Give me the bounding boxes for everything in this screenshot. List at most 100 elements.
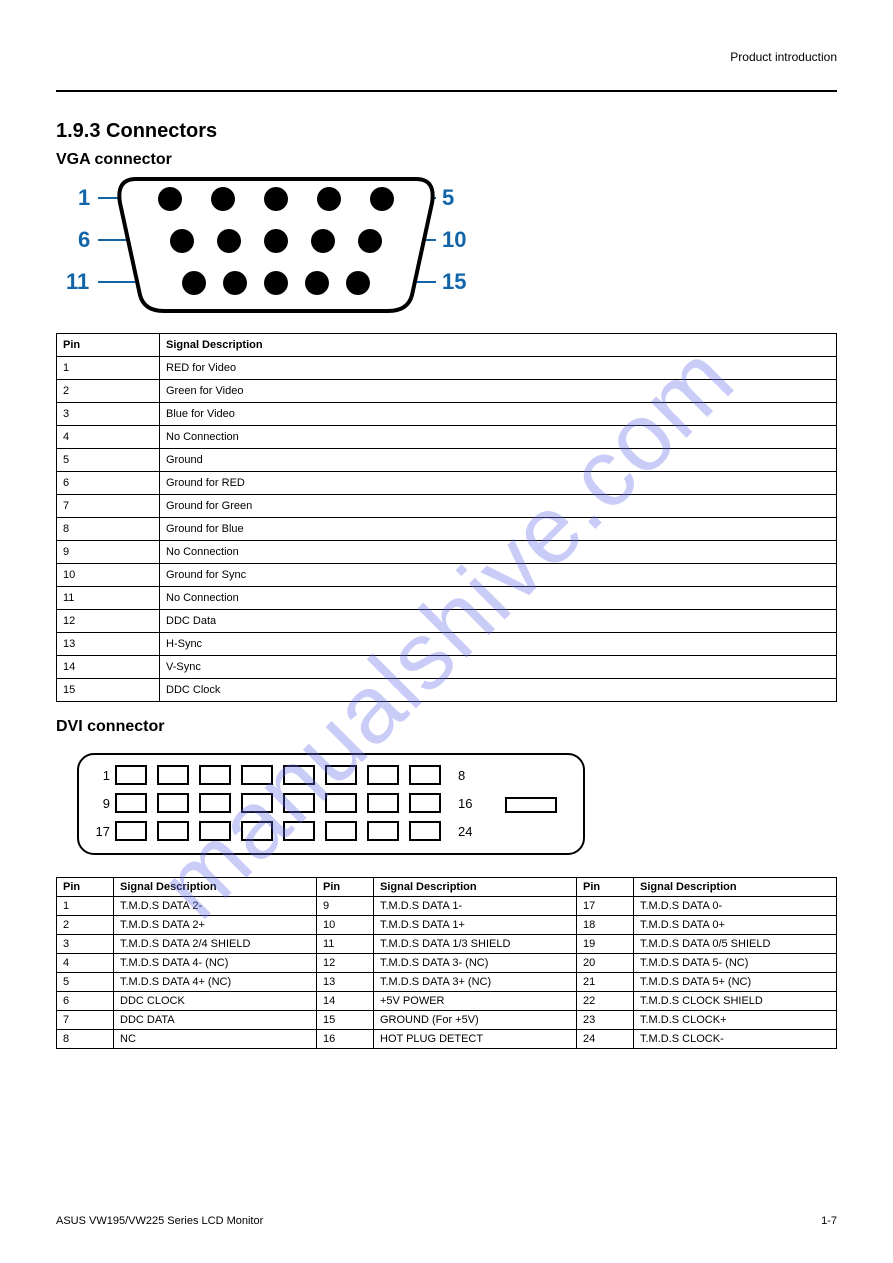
cell-pin: 15 — [57, 679, 160, 702]
cell-pin: 2 — [57, 916, 114, 935]
cell-pin: 6 — [57, 472, 160, 495]
section-heading: 1.9.3 Connectors — [56, 120, 837, 143]
dvi-pin — [242, 766, 272, 784]
cell-signal: No Connection — [160, 541, 837, 564]
cell-signal: T.M.D.S DATA 4- (NC) — [114, 954, 317, 973]
cell-pin: 16 — [317, 1030, 374, 1049]
cell-signal: T.M.D.S DATA 5- (NC) — [634, 954, 837, 973]
dvi-subheading: DVI connector — [56, 718, 837, 736]
cell-pin: 22 — [577, 992, 634, 1011]
dvi-pin — [158, 766, 188, 784]
cell-signal: T.M.D.S CLOCK- — [634, 1030, 837, 1049]
cell-signal: No Connection — [160, 426, 837, 449]
table-row: 1T.M.D.S DATA 2-9T.M.D.S DATA 1-17T.M.D.… — [57, 897, 837, 916]
dvi-pin — [326, 766, 356, 784]
cell-signal: Ground for Sync — [160, 564, 837, 587]
cell-pin: 4 — [57, 426, 160, 449]
cell-pin: 7 — [57, 1011, 114, 1030]
table-row: 4No Connection — [57, 426, 837, 449]
cell-pin: 10 — [57, 564, 160, 587]
dvi-pin — [200, 822, 230, 840]
cell-pin: 8 — [57, 518, 160, 541]
cell-pin: 4 — [57, 954, 114, 973]
cell-pin: 1 — [57, 357, 160, 380]
table-row: 7Ground for Green — [57, 495, 837, 518]
table-row: 7DDC DATA15GROUND (For +5V)23T.M.D.S CLO… — [57, 1011, 837, 1030]
table-row: Pin Signal Description — [57, 334, 837, 357]
dvi-pin — [368, 766, 398, 784]
cell-pin: 1 — [57, 897, 114, 916]
vga-label-1: 1 — [78, 185, 90, 211]
cell-signal: T.M.D.S DATA 4+ (NC) — [114, 973, 317, 992]
cell-signal: T.M.D.S DATA 1+ — [374, 916, 577, 935]
cell-signal: T.M.D.S DATA 1/3 SHIELD — [374, 935, 577, 954]
dvi-pin — [116, 794, 146, 812]
table-row: 12DDC Data — [57, 610, 837, 633]
table-row: 2Green for Video — [57, 380, 837, 403]
cell-pin: 15 — [317, 1011, 374, 1030]
cell-signal: T.M.D.S DATA 0+ — [634, 916, 837, 935]
dvi-ground-blade — [506, 798, 556, 812]
table-row: 6Ground for RED — [57, 472, 837, 495]
dvi-pin — [410, 822, 440, 840]
vga-subheading: VGA connector — [56, 151, 837, 169]
cell-signal: +5V POWER — [374, 992, 577, 1011]
vga-connector-diagram: 1 6 11 5 10 15 — [86, 175, 516, 325]
table-row: 3T.M.D.S DATA 2/4 SHIELD11T.M.D.S DATA 1… — [57, 935, 837, 954]
dvi-connector-svg: 1 9 17 8 16 24 — [76, 752, 586, 858]
dvi-pin-table: Pin Signal Description Pin Signal Descri… — [56, 877, 837, 1049]
table-row: 3Blue for Video — [57, 403, 837, 426]
table-row: 15DDC Clock — [57, 679, 837, 702]
cell-pin: 11 — [57, 587, 160, 610]
cell-signal: T.M.D.S DATA 2/4 SHIELD — [114, 935, 317, 954]
cell-signal: T.M.D.S CLOCK SHIELD — [634, 992, 837, 1011]
header-title: Product introduction — [56, 50, 837, 64]
dvi-pin — [410, 766, 440, 784]
cell-pin: 13 — [57, 633, 160, 656]
col-header: Pin — [577, 878, 634, 897]
dvi-pin — [326, 794, 356, 812]
cell-pin: 6 — [57, 992, 114, 1011]
cell-pin: 14 — [317, 992, 374, 1011]
cell-signal: DDC CLOCK — [114, 992, 317, 1011]
cell-pin: 24 — [577, 1030, 634, 1049]
dvi-label-9: 9 — [103, 796, 110, 811]
cell-pin: 2 — [57, 380, 160, 403]
dvi-label-1: 1 — [103, 768, 110, 783]
cell-pin: 3 — [57, 935, 114, 954]
cell-signal: V-Sync — [160, 656, 837, 679]
dvi-pin — [284, 822, 314, 840]
divider-top — [56, 90, 837, 92]
cell-pin: 13 — [317, 973, 374, 992]
footer-right: 1-7 — [821, 1215, 837, 1227]
table-row: 14V-Sync — [57, 656, 837, 679]
dvi-pin — [284, 766, 314, 784]
cell-signal: T.M.D.S DATA 3+ (NC) — [374, 973, 577, 992]
page-footer: ASUS VW195/VW225 Series LCD Monitor 1-7 — [56, 1215, 837, 1227]
cell-pin: 12 — [57, 610, 160, 633]
vga-connector-svg — [116, 175, 486, 315]
col-header-pin: Pin — [57, 334, 160, 357]
cell-signal: GROUND (For +5V) — [374, 1011, 577, 1030]
dvi-pin — [368, 822, 398, 840]
dvi-pin — [326, 822, 356, 840]
table-row: 10Ground for Sync — [57, 564, 837, 587]
table-row: 11No Connection — [57, 587, 837, 610]
footer-left: ASUS VW195/VW225 Series LCD Monitor — [56, 1215, 263, 1227]
cell-pin: 12 — [317, 954, 374, 973]
cell-signal: Ground for Blue — [160, 518, 837, 541]
cell-pin: 9 — [317, 897, 374, 916]
cell-pin: 20 — [577, 954, 634, 973]
cell-pin: 5 — [57, 973, 114, 992]
cell-signal: T.M.D.S DATA 3- (NC) — [374, 954, 577, 973]
table-row: 5T.M.D.S DATA 4+ (NC)13T.M.D.S DATA 3+ (… — [57, 973, 837, 992]
vga-label-6: 6 — [78, 227, 90, 253]
cell-pin: 7 — [57, 495, 160, 518]
table-row: 6DDC CLOCK14+5V POWER22T.M.D.S CLOCK SHI… — [57, 992, 837, 1011]
cell-signal: Ground — [160, 449, 837, 472]
table-row: 1RED for Video — [57, 357, 837, 380]
cell-signal: DDC DATA — [114, 1011, 317, 1030]
table-row: 13H-Sync — [57, 633, 837, 656]
cell-signal: H-Sync — [160, 633, 837, 656]
cell-signal: T.M.D.S DATA 5+ (NC) — [634, 973, 837, 992]
